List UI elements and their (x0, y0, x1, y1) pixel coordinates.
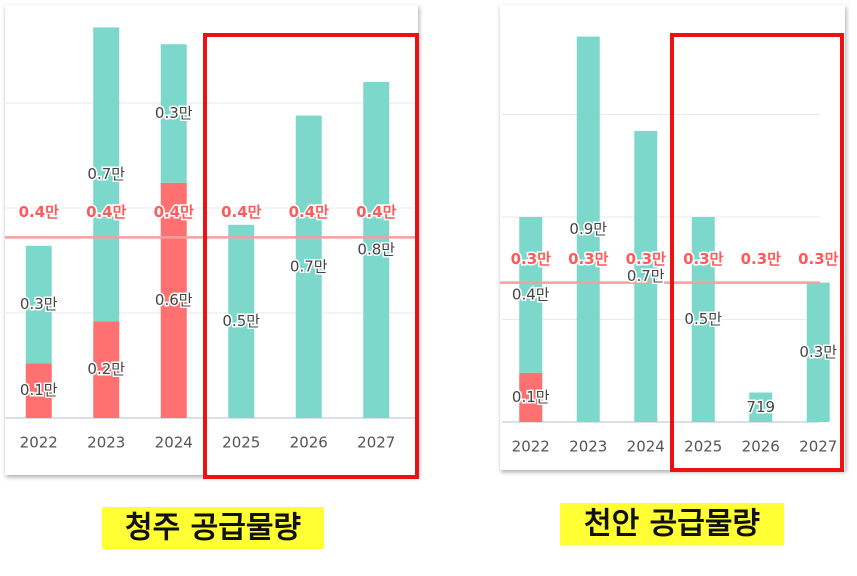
reference-label: 0.3만 (798, 250, 839, 268)
x-tick-label: 2023 (87, 434, 125, 452)
value-label: 0.3만 (20, 295, 58, 313)
bar-segment (691, 217, 715, 422)
highlight-box (203, 33, 419, 479)
x-tick-label: 2027 (357, 434, 395, 452)
x-tick-label: 2027 (799, 438, 837, 456)
bar-segment (295, 115, 322, 418)
caption-highlight (560, 503, 784, 545)
x-tick-label: 2022 (512, 438, 550, 456)
bar-segment (228, 224, 255, 418)
value-label: 0.3만 (155, 104, 193, 122)
bar-segment (634, 130, 658, 422)
card (5, 5, 418, 475)
x-tick-label: 2026 (290, 434, 328, 452)
value-label: 0.3만 (799, 343, 837, 361)
reference-label: 0.3만 (741, 250, 782, 268)
value-label: 0.9만 (569, 220, 607, 238)
x-tick-label: 2022 (20, 434, 58, 452)
reference-label: 0.3만 (683, 250, 724, 268)
charts: 0.1만0.2만0.6만0.3만0.7만0.3만0.5만0.7만0.8만0.4만… (5, 27, 840, 456)
reference-label: 0.3만 (626, 250, 667, 268)
x-tick-label: 2024 (627, 438, 665, 456)
value-label: 0.7만 (290, 257, 328, 275)
caption: 천안 공급물량 (584, 507, 760, 542)
caption-highlight (102, 507, 324, 549)
value-label: 0.8만 (357, 241, 395, 259)
bar-segment (749, 392, 773, 422)
value-label: 0.6만 (155, 291, 193, 309)
highlight-box (670, 33, 844, 472)
reference-label: 0.4만 (19, 203, 60, 221)
bar-segment (519, 372, 543, 422)
bar-segment (363, 82, 390, 418)
reference-label: 0.3만 (568, 250, 609, 268)
value-label: 0.2만 (87, 360, 125, 378)
bar-segment (93, 27, 120, 322)
bar-segment (576, 36, 600, 422)
bar-segment (25, 245, 52, 364)
x-tick-label: 2026 (742, 438, 780, 456)
x-tick-label: 2025 (684, 438, 722, 456)
bar-segment (25, 363, 52, 418)
reference-label: 0.4만 (221, 203, 262, 221)
reference-label: 0.3만 (511, 250, 552, 268)
reference-label: 0.4만 (154, 203, 195, 221)
bar-segment (160, 182, 187, 418)
x-tick-label: 2023 (569, 438, 607, 456)
reference-label: 0.4만 (356, 203, 397, 221)
value-label: 0.4만 (512, 285, 550, 303)
reference-label: 0.4만 (289, 203, 330, 221)
value-label: 0.1만 (20, 381, 58, 399)
value-label: 0.7만 (87, 165, 125, 183)
value-label: 0.7만 (627, 267, 665, 285)
reference-label: 0.4만 (86, 203, 127, 221)
value-label: 0.1만 (512, 388, 550, 406)
bar-segment (160, 44, 187, 183)
value-label: 0.5만 (684, 310, 722, 328)
value-label: 719 (746, 398, 775, 416)
x-tick-label: 2025 (222, 434, 260, 452)
bar-segment (519, 217, 543, 373)
caption: 청주 공급물량 (125, 511, 301, 546)
x-tick-label: 2024 (155, 434, 193, 452)
value-label: 0.5만 (222, 312, 260, 330)
bar-segment (93, 321, 120, 418)
bar-segment (806, 282, 830, 422)
